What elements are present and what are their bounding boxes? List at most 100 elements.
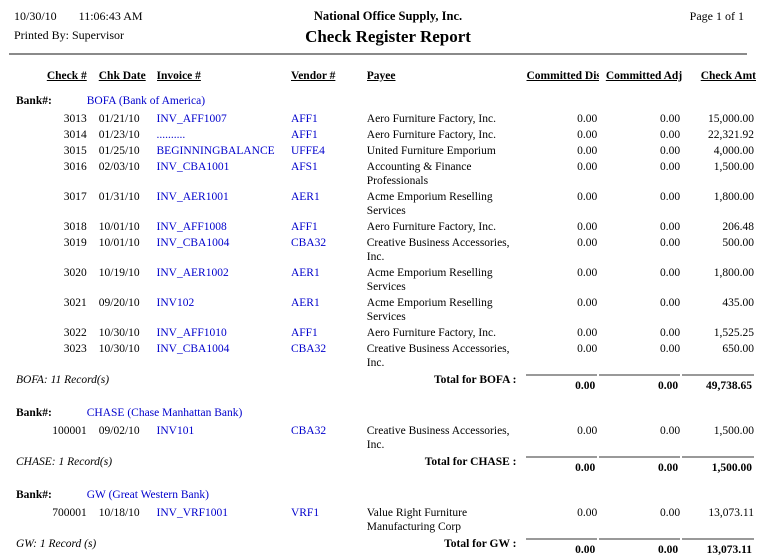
check-number-cell: 3021 xyxy=(63,297,87,309)
invoice-link[interactable]: .......... xyxy=(156,129,186,141)
bank-total-check-amt-value: 13,073.11 xyxy=(706,544,752,556)
vendor-link[interactable]: CBA32 xyxy=(290,425,327,437)
payee-cell: Value Right Furniture Manufacturing Corp xyxy=(366,507,468,533)
vendor-link[interactable]: AFF1 xyxy=(290,113,318,125)
vendor-link[interactable]: AFF1 xyxy=(290,129,318,141)
bank-number-label: Bank#: xyxy=(16,95,52,107)
invoice-link[interactable]: INV102 xyxy=(156,297,195,309)
committed-disc-cell: 0.00 xyxy=(577,267,598,279)
report-title: Check Register Report xyxy=(305,27,471,46)
bank-record-count: BOFA: 11 Record(s) xyxy=(16,374,110,386)
committed-adj-cell: 0.00 xyxy=(660,425,681,437)
committed-disc-cell: 0.00 xyxy=(577,145,598,157)
vendor-link[interactable]: AFS1 xyxy=(290,161,318,173)
col-header-payee: Payee xyxy=(366,70,396,82)
invoice-link[interactable]: INV_AER1002 xyxy=(156,267,229,279)
total-separator-line xyxy=(682,538,754,540)
col-header-committed-adj: Committed Adj xyxy=(605,70,683,82)
invoice-link[interactable]: INV_VRF1001 xyxy=(156,507,229,519)
check-amt-cell: 15,000.00 xyxy=(708,113,754,125)
check-date-cell: 02/03/10 xyxy=(98,161,140,173)
bank-number-label: Bank#: xyxy=(16,407,52,419)
check-number-cell: 3016 xyxy=(63,161,87,173)
payee-cell: Aero Furniture Factory, Inc. xyxy=(366,327,496,339)
check-number-cell: 3023 xyxy=(63,343,87,355)
bank-total-committed-disc: 0.00 xyxy=(526,370,599,402)
invoice-link[interactable]: INV_AER1001 xyxy=(156,191,229,203)
check-row: 700001 10/18/10 INV_VRF1001 VRF1 Value Right… xyxy=(16,504,756,534)
bank-total-check-amt: 1,500.00 xyxy=(682,452,756,484)
company-name: National Office Supply, Inc. xyxy=(313,9,463,23)
bank-name-link[interactable]: GW (Great Western Bank) xyxy=(86,489,209,501)
committed-adj-cell: 0.00 xyxy=(660,129,681,141)
committed-adj-cell: 0.00 xyxy=(660,113,681,125)
bank-total-row: GW: 1 Record (s) Total for GW : 0.00 0.00 13… xyxy=(16,534,756,556)
vendor-link[interactable]: CBA32 xyxy=(290,237,327,249)
total-separator-line xyxy=(682,456,754,458)
committed-disc-cell: 0.00 xyxy=(577,161,598,173)
check-number-cell: 3017 xyxy=(63,191,87,203)
bank-total-label: Total for GW : xyxy=(444,538,517,550)
bank-header-row: Bank#: CHASE (Chase Manhattan Bank) xyxy=(16,402,756,422)
invoice-link[interactable]: INV_CBA1004 xyxy=(156,237,230,249)
vendor-link[interactable]: AER1 xyxy=(290,267,320,279)
payee-cell: Accounting & Finance Professionals xyxy=(366,161,472,187)
bank-total-committed-disc: 0.00 xyxy=(526,452,599,484)
vendor-link[interactable]: AER1 xyxy=(290,297,320,309)
bank-total-check-amt-value: 1,500.00 xyxy=(711,462,752,474)
invoice-link[interactable]: INV_CBA1004 xyxy=(156,343,230,355)
check-amt-cell: 500.00 xyxy=(722,237,754,249)
check-number-cell: 100001 xyxy=(52,425,87,437)
check-date-cell: 10/19/10 xyxy=(98,267,140,279)
bank-number-label: Bank#: xyxy=(16,489,52,501)
invoice-link[interactable]: INV101 xyxy=(156,425,195,437)
vendor-link[interactable]: AFF1 xyxy=(290,327,318,339)
payee-cell: Creative Business Accessories, Inc. xyxy=(366,343,510,369)
check-number-cell: 3019 xyxy=(63,237,87,249)
committed-adj-cell: 0.00 xyxy=(660,507,681,519)
check-number-cell: 3014 xyxy=(63,129,87,141)
bank-total-row: BOFA: 11 Record(s) Total for BOFA : 0.00 0.… xyxy=(16,370,756,402)
payee-cell: Creative Business Accessories, Inc. xyxy=(366,425,510,451)
total-separator-line xyxy=(526,374,598,376)
page-indicator: Page 1 of 1 xyxy=(689,9,744,23)
check-amt-cell: 1,525.25 xyxy=(713,327,754,339)
total-separator-line xyxy=(682,374,754,376)
invoice-link[interactable]: INV_CBA1001 xyxy=(156,161,230,173)
vendor-link[interactable]: VRF1 xyxy=(290,507,320,519)
header-left: 10/30/10 11:06:43 AM Printed By: Supervi… xyxy=(8,9,198,48)
vendor-link[interactable]: UFFE4 xyxy=(290,145,325,157)
vendor-link[interactable]: CBA32 xyxy=(290,343,327,355)
committed-disc-cell: 0.00 xyxy=(577,237,598,249)
check-number-cell: 3022 xyxy=(63,327,87,339)
bank-name-link[interactable]: CHASE (Chase Manhattan Bank) xyxy=(86,407,243,419)
invoice-link[interactable]: INV_AFF1007 xyxy=(156,113,227,125)
col-header-committed-disc: Committed Disc xyxy=(526,70,600,82)
bank-name-link[interactable]: BOFA (Bank of America) xyxy=(86,95,206,107)
bank-total-check-amt: 49,738.65 xyxy=(682,370,756,402)
committed-adj-cell: 0.00 xyxy=(660,145,681,157)
vendor-link[interactable]: AER1 xyxy=(290,191,320,203)
check-date-cell: 10/01/10 xyxy=(98,237,140,249)
bank-header-row: Bank#: BOFA (Bank of America) xyxy=(16,90,756,110)
check-amt-cell: 435.00 xyxy=(722,297,754,309)
check-date-cell: 01/25/10 xyxy=(98,145,140,157)
check-row: 3017 01/31/10 INV_AER1001 AER1 Acme Emporium… xyxy=(16,188,756,218)
payee-cell: Aero Furniture Factory, Inc. xyxy=(366,129,496,141)
col-header-invoice-number: Invoice # xyxy=(156,70,201,82)
col-header-vendor-number: Vendor # xyxy=(290,70,336,82)
invoice-link[interactable]: INV_AFF1010 xyxy=(156,327,227,339)
check-row: 3020 10/19/10 INV_AER1002 AER1 Acme Emporium… xyxy=(16,264,756,294)
vendor-link[interactable]: AFF1 xyxy=(290,221,318,233)
invoice-link[interactable]: BEGINNINGBALANCE xyxy=(156,145,275,157)
payee-cell: Acme Emporium Reselling Services xyxy=(366,297,493,323)
print-date: 10/30/10 xyxy=(14,9,57,23)
check-date-cell: 01/31/10 xyxy=(98,191,140,203)
committed-disc-cell: 0.00 xyxy=(577,221,598,233)
payee-cell: United Furniture Emporium xyxy=(366,145,496,157)
invoice-link[interactable]: INV_AFF1008 xyxy=(156,221,227,233)
bank-total-check-amt-value: 49,738.65 xyxy=(706,380,752,392)
committed-disc-cell: 0.00 xyxy=(577,297,598,309)
check-row: 3016 02/03/10 INV_CBA1001 AFS1 Accounting & … xyxy=(16,158,756,188)
bank-total-committed-adj-value: 0.00 xyxy=(658,544,679,556)
